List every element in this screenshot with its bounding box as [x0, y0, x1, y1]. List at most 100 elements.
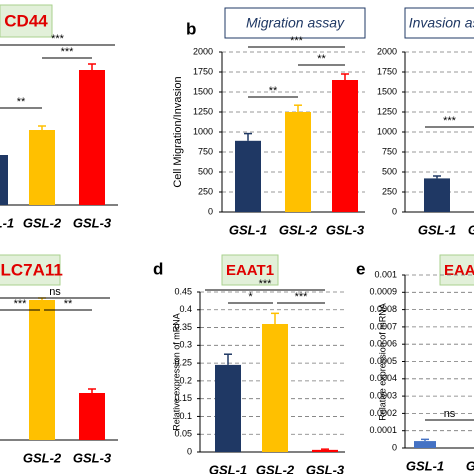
y-tick-label: 0.0004	[369, 373, 397, 383]
panel-title: Invasion assay	[409, 15, 474, 31]
y-tick-label: 1000	[193, 126, 213, 136]
y-tick-label: 0	[392, 206, 397, 216]
y-tick-label: 250	[198, 186, 213, 196]
y-tick-label: 1750	[193, 66, 213, 76]
significance-label: ***	[61, 46, 75, 58]
y-tick-label: 2000	[377, 46, 397, 56]
significance-label: **	[64, 298, 73, 310]
bar	[414, 441, 436, 448]
y-tick-label: 0.0001	[369, 425, 397, 435]
x-tick-label: GSL-1	[418, 222, 456, 237]
significance-label: ***	[443, 115, 457, 127]
x-tick-label: GSL-1	[0, 215, 14, 230]
x-tick-label: GSL-2	[466, 458, 474, 473]
y-tick-label: 0.45	[174, 286, 192, 296]
significance-label: ***	[14, 298, 28, 310]
y-tick-label: 0.0007	[369, 321, 397, 331]
bar	[424, 178, 450, 212]
x-tick-label: GSL-2	[279, 222, 318, 237]
y-tick-label: 0.1	[179, 411, 192, 421]
title-box	[0, 4, 53, 38]
panel-letter: b	[186, 19, 196, 38]
panel-title: EAAT2	[444, 262, 474, 279]
panel-title: EAAT1	[226, 262, 274, 279]
y-tick-label: 1250	[377, 106, 397, 116]
y-axis-label: Cell Migration/Invasion	[172, 76, 184, 187]
x-tick-label: GSL-3	[73, 450, 112, 465]
x-tick-label: GSL-2	[23, 450, 62, 465]
title-box	[221, 254, 279, 286]
significance-label: **	[17, 96, 26, 108]
x-tick-label: GSL-1	[229, 222, 267, 237]
bar	[0, 155, 8, 205]
significance-label: **	[269, 85, 278, 97]
y-tick-label: 0.2	[179, 375, 192, 385]
bar	[332, 80, 358, 212]
x-tick-label: GSL-3	[326, 222, 365, 237]
x-tick-label: GSL-1	[209, 462, 247, 474]
title-box	[404, 7, 474, 39]
y-tick-label: 0.0008	[369, 304, 397, 314]
bar	[29, 300, 55, 440]
y-tick-label: 750	[198, 146, 213, 156]
x-tick-label: GSL-2	[23, 215, 62, 230]
x-tick-label: GSL-3	[73, 215, 112, 230]
y-tick-label: 500	[382, 166, 397, 176]
y-tick-label: 0.0002	[369, 408, 397, 418]
bar	[29, 130, 55, 205]
bar	[79, 70, 105, 205]
y-tick-label: 1500	[377, 86, 397, 96]
panel-title: Migration assay	[246, 15, 345, 31]
significance-label: ***	[259, 278, 273, 290]
x-tick-label: GSL-2	[256, 462, 295, 474]
title-box	[224, 7, 366, 39]
panel-letter: e	[356, 259, 365, 278]
bar	[79, 393, 105, 440]
panel-title: CD44	[4, 11, 48, 30]
bar	[215, 364, 241, 452]
y-tick-label: 0.05	[174, 429, 192, 439]
y-tick-label: 0.35	[174, 322, 192, 332]
title-box	[0, 254, 61, 286]
significance-label: ns	[444, 408, 456, 420]
x-tick-label: GSL-2	[468, 222, 474, 237]
y-axis-label: Relative expression of mRNA	[171, 313, 181, 431]
bar	[285, 112, 311, 212]
y-tick-label: 0.4	[179, 304, 192, 314]
significance-label: ***	[290, 35, 304, 47]
y-tick-label: 500	[198, 166, 213, 176]
significance-label: **	[317, 53, 326, 65]
y-tick-label: 750	[382, 146, 397, 156]
y-tick-label: 0	[187, 446, 192, 456]
bar	[312, 449, 338, 452]
y-tick-label: 0.3	[179, 340, 192, 350]
y-axis-label: Relative expression of mRNA	[377, 303, 387, 421]
y-tick-label: 0.15	[174, 393, 192, 403]
y-tick-label: 0.001	[374, 269, 397, 279]
significance-label: ***	[295, 291, 309, 303]
y-tick-label: 0	[208, 206, 213, 216]
y-tick-label: 2000	[193, 46, 213, 56]
panel-title: SLC7A11	[0, 260, 63, 279]
y-tick-label: 0.0006	[369, 339, 397, 349]
bar	[235, 140, 261, 212]
bar	[262, 324, 288, 452]
significance-label: ns	[49, 286, 61, 298]
x-tick-label: GSL-3	[306, 462, 345, 474]
y-tick-label: 0.0009	[369, 287, 397, 297]
y-tick-label: 0.0003	[369, 390, 397, 400]
panel-letter: d	[153, 259, 163, 278]
x-tick-label: GSL-1	[406, 458, 444, 473]
y-tick-label: 1000	[377, 126, 397, 136]
y-tick-label: 250	[382, 186, 397, 196]
significance-label: *	[248, 291, 253, 303]
y-tick-label: 1750	[377, 66, 397, 76]
y-tick-label: 0.0005	[369, 356, 397, 366]
y-tick-label: 0.25	[174, 357, 192, 367]
y-tick-label: 1250	[193, 106, 213, 116]
y-tick-label: 0	[392, 442, 397, 452]
significance-label: ***	[51, 33, 65, 45]
y-tick-label: 1500	[193, 86, 213, 96]
title-box	[439, 254, 474, 286]
